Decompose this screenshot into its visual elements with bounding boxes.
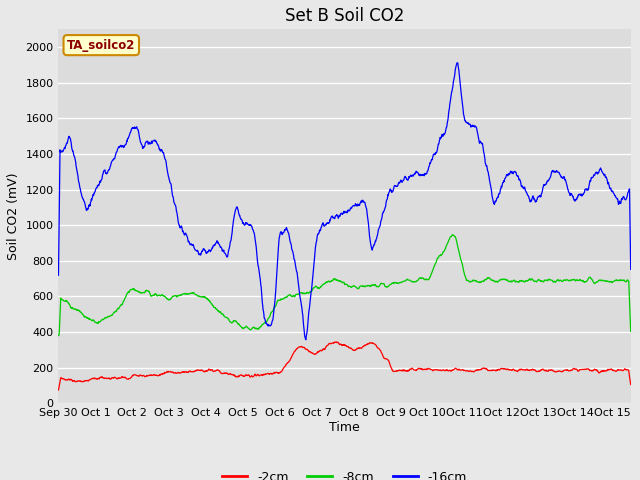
Legend: -2cm, -8cm, -16cm: -2cm, -8cm, -16cm bbox=[217, 466, 472, 480]
Text: TA_soilco2: TA_soilco2 bbox=[67, 38, 136, 52]
X-axis label: Time: Time bbox=[329, 421, 360, 434]
Y-axis label: Soil CO2 (mV): Soil CO2 (mV) bbox=[7, 172, 20, 260]
Title: Set B Soil CO2: Set B Soil CO2 bbox=[285, 7, 404, 25]
